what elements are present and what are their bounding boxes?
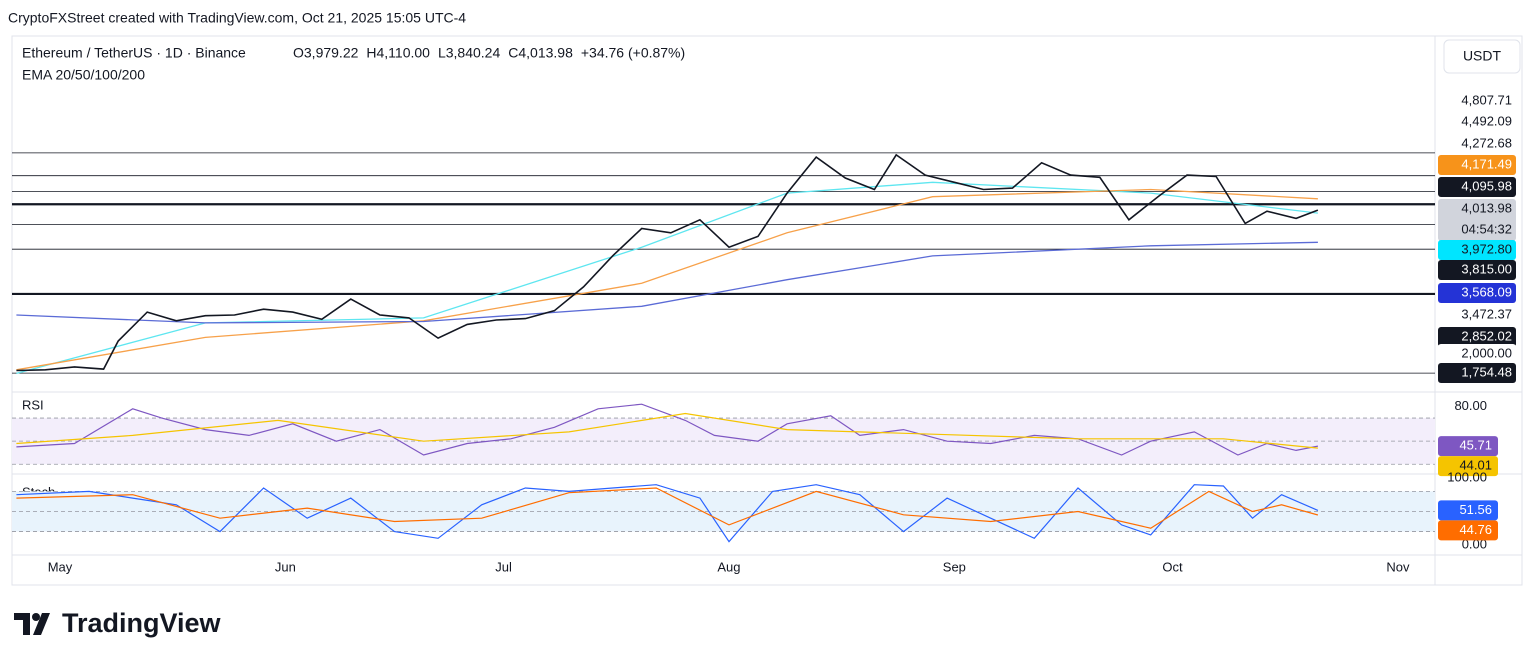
price-badge xyxy=(1438,344,1516,364)
rsi-line xyxy=(16,403,1319,456)
rsi-label: RSI xyxy=(22,397,44,412)
price-badge xyxy=(1438,155,1516,175)
rsi-badge xyxy=(1438,436,1498,457)
x-tick-label: Nov xyxy=(1386,559,1410,574)
price-badge xyxy=(1438,327,1516,347)
ema-line xyxy=(16,188,1318,371)
price-badge-label: 4,492.09 xyxy=(1461,113,1512,128)
stoch-badge-label: 51.56 xyxy=(1459,502,1492,517)
ohlc-value: +34.76 (+0.87%) xyxy=(581,45,685,61)
price-badge-label: 2,852.02 xyxy=(1461,328,1512,343)
x-tick-label: Jun xyxy=(275,559,296,574)
ohlc-value: H4,110.00 xyxy=(366,45,430,61)
price-badge xyxy=(1438,112,1516,132)
x-tick-label: Sep xyxy=(943,559,966,574)
price-badge xyxy=(1438,91,1516,111)
price-badge xyxy=(1438,177,1516,197)
price-badge-label: 4,095.98 xyxy=(1461,178,1512,193)
ema-line xyxy=(16,241,1318,324)
logo-icon xyxy=(14,613,50,635)
price-badge xyxy=(1438,283,1516,303)
currency[interactable]: USDT xyxy=(1463,48,1502,64)
price-badge-label: 3,972.80 xyxy=(1461,241,1512,256)
ohlc-value: O3,979.22 xyxy=(293,45,359,61)
symbol: Ethereum / TetherUS · 1D · Binance xyxy=(22,45,246,61)
price-badge-label: 3,472.37 xyxy=(1461,306,1512,321)
stoch-badge xyxy=(1438,500,1498,521)
price-badge-label: 4,171.49 xyxy=(1461,156,1512,171)
currency-button[interactable] xyxy=(1443,39,1521,74)
x-tick-label: May xyxy=(48,559,73,574)
price-badge xyxy=(1438,260,1516,280)
ohlc-value: L3,840.24 xyxy=(438,45,500,61)
price-badge xyxy=(1438,363,1516,383)
rsi-badge-label: 45.71 xyxy=(1459,438,1492,453)
price-badge xyxy=(1438,305,1516,325)
price-badge-label: 4,272.68 xyxy=(1461,135,1512,150)
y-tick-label: 80.00 xyxy=(1454,398,1487,413)
brand-logo: TradingView xyxy=(14,608,222,638)
price-badge-label: 1,754.48 xyxy=(1461,364,1512,379)
rsi-badge-label: 44.01 xyxy=(1459,458,1492,473)
ohlc-value: C4,013.98 xyxy=(508,45,573,61)
rsi-badge xyxy=(1438,456,1498,477)
price-badge xyxy=(1438,199,1516,241)
indicator-label: EMA 20/50/100/200 xyxy=(22,67,145,83)
y-tick-label: 100.00 xyxy=(1447,469,1487,484)
price-badge-label: 3,568.09 xyxy=(1461,284,1512,299)
brand: TradingView xyxy=(62,608,222,638)
stoch-badge xyxy=(1438,520,1498,541)
countdown: 04:54:32 xyxy=(1461,221,1512,236)
x-tick-label: Oct xyxy=(1162,559,1183,574)
x-tick-label: Aug xyxy=(717,559,740,574)
logo-dot xyxy=(32,613,40,621)
x-tick-label: Jul xyxy=(495,559,512,574)
price-badge-label: 4,013.98 xyxy=(1461,200,1512,215)
stoch-line xyxy=(16,484,1319,543)
rsi-line xyxy=(16,412,1318,449)
price-badge-label: 2,000.00 xyxy=(1461,345,1512,360)
stoch-badge-label: 44.76 xyxy=(1459,522,1492,537)
price-badge-label: 4,807.71 xyxy=(1461,92,1512,107)
price-badge xyxy=(1438,134,1516,154)
price-badge-label: 3,815.00 xyxy=(1461,261,1512,276)
attribution: CryptoFXStreet created with TradingView.… xyxy=(8,10,466,26)
price-badge xyxy=(1438,240,1516,260)
stoch-line xyxy=(16,487,1319,529)
price-line xyxy=(16,153,1319,372)
